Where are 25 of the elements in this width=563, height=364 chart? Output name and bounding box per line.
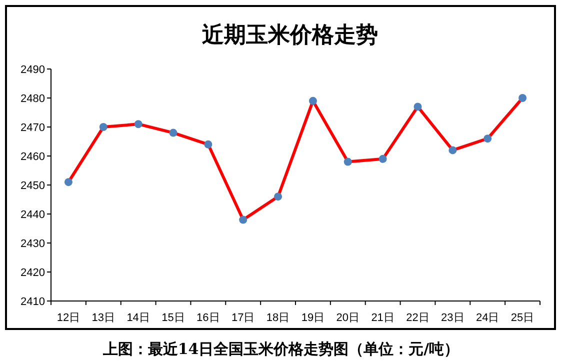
x-tick-label: 21日	[371, 312, 394, 324]
y-tick-label: 2490	[20, 64, 45, 76]
x-tick-label: 22日	[406, 312, 430, 324]
x-tick-label: 13日	[92, 312, 116, 324]
y-tick-label: 2470	[20, 122, 45, 134]
x-tick-label: 24日	[476, 312, 500, 324]
y-tick-label: 2410	[20, 296, 45, 308]
x-tick-label: 14日	[126, 312, 150, 324]
x-tick-label: 12日	[56, 312, 80, 324]
chart-title: 近期玉米价格走势	[201, 22, 378, 48]
y-tick-label: 2480	[20, 93, 45, 105]
text: 上图：最近14日全国玉米价格走势图（单位：元/吨）	[102, 340, 460, 358]
y-tick-label: 2450	[20, 180, 45, 192]
x-tick-label: 19日	[301, 312, 325, 324]
x-tick-label: 17日	[231, 312, 255, 324]
x-tick-label: 18日	[266, 312, 290, 324]
x-tick-label: 15日	[162, 312, 185, 324]
x-tick-label: 20日	[336, 312, 360, 324]
y-tick-label: 2460	[20, 151, 45, 163]
y-tick-label: 2430	[20, 238, 45, 250]
x-tick-label: 23日	[441, 312, 464, 324]
x-tick-label: 25日	[510, 312, 534, 324]
y-tick-label: 2440	[20, 209, 45, 221]
x-tick-label: 16日	[196, 312, 220, 324]
y-tick-label: 2420	[20, 267, 45, 279]
